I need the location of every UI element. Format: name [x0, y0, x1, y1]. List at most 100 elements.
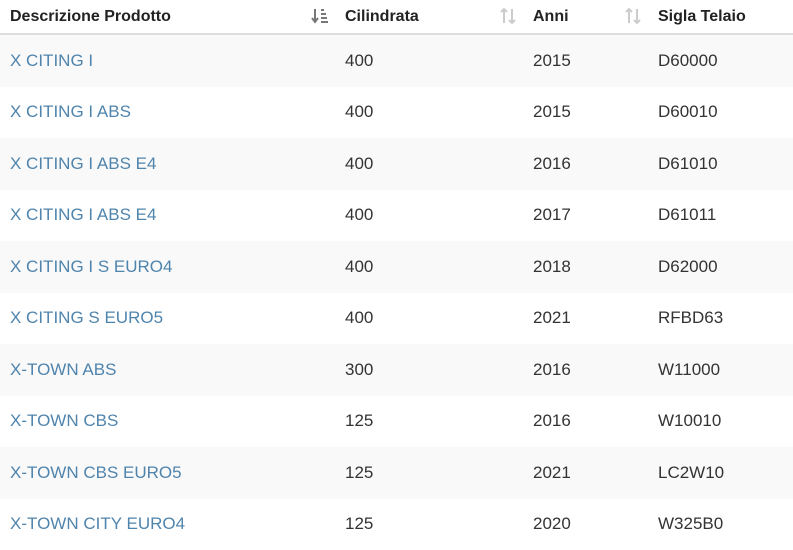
table-row: X CITING I 400 2015 D60000: [0, 34, 793, 87]
header-text: Descrizione Prodotto: [10, 8, 171, 25]
table-cell: 400: [335, 34, 523, 87]
table-row: X-TOWN CBS 125 2016 W10010: [0, 396, 793, 448]
product-link[interactable]: X CITING I ABS: [10, 102, 131, 121]
table-row: X CITING I S EURO4 400 2018 D62000: [0, 241, 793, 293]
sort-desc-icon[interactable]: [311, 7, 329, 25]
cell-text: D62000: [658, 257, 718, 276]
table-cell: X CITING I ABS: [0, 87, 335, 139]
cell-text: 400: [345, 257, 373, 276]
table-cell: D61010: [648, 138, 793, 190]
table-cell: 2021: [523, 447, 648, 499]
table-cell: 400: [335, 87, 523, 139]
cell-text: 2017: [533, 205, 571, 224]
table-row: X CITING I ABS 400 2015 D60010: [0, 87, 793, 139]
table-body: X CITING I 400 2015 D60000 X CITING I ABS 400…: [0, 34, 793, 550]
table-cell: 2017: [523, 190, 648, 242]
table-row: X CITING S EURO5 400 2021 RFBD63: [0, 293, 793, 345]
cell-text: 400: [345, 102, 373, 121]
table-cell: 2015: [523, 87, 648, 139]
column-header[interactable]: Cilindrata: [335, 0, 523, 34]
column-header[interactable]: Sigla Telaio: [648, 0, 793, 34]
table-cell: D60010: [648, 87, 793, 139]
sort-icon[interactable]: [624, 7, 642, 25]
cell-text: 2018: [533, 257, 571, 276]
table-row: X CITING I ABS E4 400 2017 D61011: [0, 190, 793, 242]
table-cell: X-TOWN CBS: [0, 396, 335, 448]
cell-text: 400: [345, 308, 373, 327]
cell-text: 2020: [533, 514, 571, 533]
table-row: X-TOWN ABS 300 2016 W11000: [0, 344, 793, 396]
cell-text: 400: [345, 154, 373, 173]
product-link[interactable]: X CITING S EURO5: [10, 308, 163, 327]
table-row: X CITING I ABS E4 400 2016 D61010: [0, 138, 793, 190]
cell-text: 2021: [533, 308, 571, 327]
cell-text: 125: [345, 463, 373, 482]
table-cell: 400: [335, 241, 523, 293]
cell-text: 2015: [533, 102, 571, 121]
table-cell: W11000: [648, 344, 793, 396]
cell-text: 400: [345, 51, 373, 70]
table-cell: 125: [335, 499, 523, 550]
cell-text: 2015: [533, 51, 571, 70]
table-cell: W325B0: [648, 499, 793, 550]
cell-text: 2016: [533, 154, 571, 173]
table-cell: 400: [335, 138, 523, 190]
product-link[interactable]: X-TOWN CITY EURO4: [10, 514, 185, 533]
table-cell: 400: [335, 190, 523, 242]
table-cell: 2018: [523, 241, 648, 293]
table-cell: 2020: [523, 499, 648, 550]
table-cell: 2021: [523, 293, 648, 345]
table-cell: 125: [335, 396, 523, 448]
table-cell: X CITING I ABS E4: [0, 190, 335, 242]
cell-text: D61011: [658, 205, 716, 224]
product-link[interactable]: X CITING I ABS E4: [10, 154, 156, 173]
table-cell: 2016: [523, 344, 648, 396]
product-link[interactable]: X-TOWN CBS: [10, 411, 118, 430]
column-header[interactable]: Anni: [523, 0, 648, 34]
cell-text: 400: [345, 205, 373, 224]
table-cell: RFBD63: [648, 293, 793, 345]
table-cell: X CITING I S EURO4: [0, 241, 335, 293]
column-header[interactable]: Descrizione Prodotto: [0, 0, 335, 34]
product-link[interactable]: X CITING I S EURO4: [10, 257, 172, 276]
table-cell: 300: [335, 344, 523, 396]
header-row: Descrizione Prodotto Cilindrata Anni Sig…: [0, 0, 793, 34]
product-link[interactable]: X-TOWN ABS: [10, 360, 116, 379]
table-cell: X-TOWN CBS EURO5: [0, 447, 335, 499]
header-text: Cilindrata: [345, 8, 419, 25]
cell-text: W10010: [658, 411, 721, 430]
table-row: X-TOWN CBS EURO5 125 2021 LC2W10: [0, 447, 793, 499]
table-cell: 400: [335, 293, 523, 345]
table-cell: D62000: [648, 241, 793, 293]
header-text: Sigla Telaio: [658, 8, 746, 25]
table-cell: LC2W10: [648, 447, 793, 499]
cell-text: D61010: [658, 154, 718, 173]
product-link[interactable]: X-TOWN CBS EURO5: [10, 463, 182, 482]
table-cell: X-TOWN ABS: [0, 344, 335, 396]
cell-text: 300: [345, 360, 373, 379]
cell-text: 125: [345, 411, 373, 430]
cell-text: 2016: [533, 411, 571, 430]
product-link[interactable]: X CITING I: [10, 51, 93, 70]
cell-text: LC2W10: [658, 463, 724, 482]
table-cell: 2015: [523, 34, 648, 87]
table-cell: X CITING S EURO5: [0, 293, 335, 345]
sort-icon[interactable]: [499, 7, 517, 25]
header-text: Anni: [533, 8, 569, 25]
cell-text: 2016: [533, 360, 571, 379]
table-cell: 2016: [523, 396, 648, 448]
product-link[interactable]: X CITING I ABS E4: [10, 205, 156, 224]
table-cell: W10010: [648, 396, 793, 448]
cell-text: RFBD63: [658, 308, 723, 327]
table-cell: D60000: [648, 34, 793, 87]
cell-text: D60000: [658, 51, 718, 70]
cell-text: 125: [345, 514, 373, 533]
cell-text: W11000: [658, 360, 720, 379]
table-cell: X-TOWN CITY EURO4: [0, 499, 335, 550]
table-cell: 125: [335, 447, 523, 499]
table-row: X-TOWN CITY EURO4 125 2020 W325B0: [0, 499, 793, 550]
table-cell: 2016: [523, 138, 648, 190]
cell-text: W325B0: [658, 514, 723, 533]
